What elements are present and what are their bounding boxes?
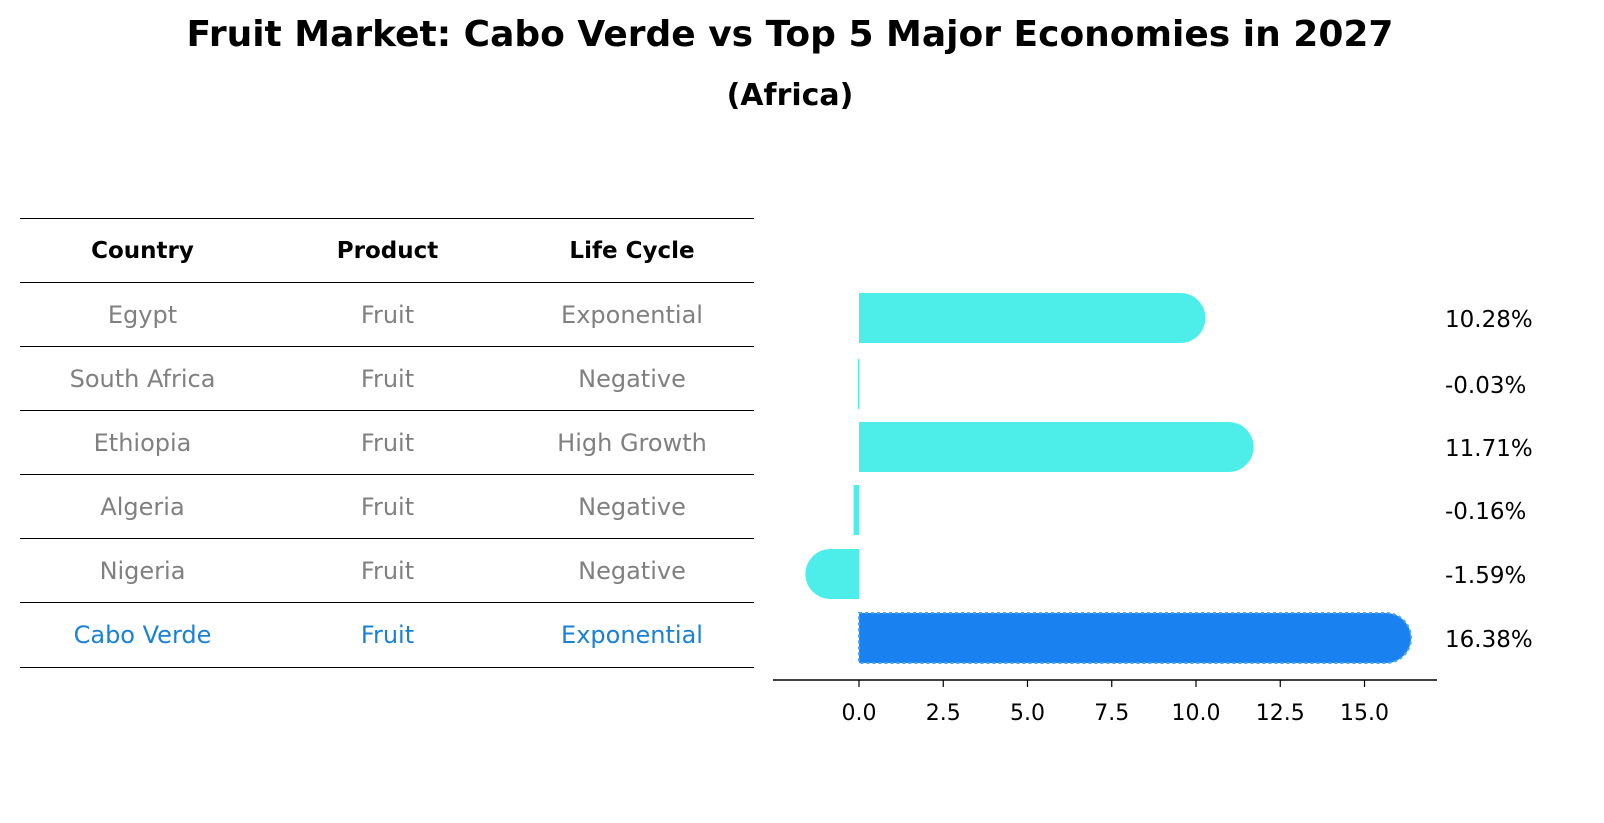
header-country: Country <box>91 237 194 264</box>
comparison-table: Country Product Life Cycle Egypt Fruit E… <box>20 218 754 668</box>
cell-country: Algeria <box>100 492 185 521</box>
cell-product: Fruit <box>360 492 415 521</box>
cell-life-cycle: High Growth <box>557 428 707 457</box>
x-tick-label: 10.0 <box>1172 701 1221 726</box>
x-tick-label: 7.5 <box>1094 701 1129 726</box>
value-label: 16.38% <box>1445 627 1533 653</box>
bar <box>853 485 859 535</box>
cell-country: Egypt <box>107 300 178 329</box>
cell-life-cycle: Negative <box>578 556 686 585</box>
value-label: -0.16% <box>1445 499 1526 525</box>
bar-highlighted <box>858 612 1412 664</box>
table-row: Nigeria Fruit Negative <box>20 538 754 602</box>
bar <box>805 549 859 599</box>
cell-product: Fruit <box>360 364 415 393</box>
chart-subtitle: (Africa) <box>726 78 854 113</box>
bar <box>859 293 1206 343</box>
header-product: Product <box>336 237 439 264</box>
table-row: Egypt Fruit Exponential <box>20 282 754 346</box>
bar <box>859 422 1254 472</box>
table-row: South Africa Fruit Negative <box>20 346 754 410</box>
cell-product: Fruit <box>360 428 415 457</box>
cell-country: Cabo Verde <box>73 621 212 649</box>
x-tick-label: 15.0 <box>1340 701 1389 726</box>
table-row: Algeria Fruit Negative <box>20 474 754 538</box>
cell-life-cycle: Negative <box>578 364 686 393</box>
cell-country: Nigeria <box>99 556 186 585</box>
table-row-highlighted: Cabo Verde Fruit Exponential <box>20 602 754 668</box>
cell-life-cycle: Negative <box>578 492 686 521</box>
header-life-cycle: Life Cycle <box>569 237 695 264</box>
bar <box>857 359 860 409</box>
x-tick-label: 0.0 <box>842 701 877 726</box>
table-header-row: Country Product Life Cycle <box>20 218 754 282</box>
value-label: -1.59% <box>1445 563 1526 589</box>
x-tick-label: 5.0 <box>1010 701 1045 726</box>
value-label: -0.03% <box>1445 373 1526 399</box>
cell-product: Fruit <box>360 556 415 585</box>
cell-country: South Africa <box>69 364 216 393</box>
table-row: Ethiopia Fruit High Growth <box>20 410 754 474</box>
cell-product: Fruit <box>360 621 415 649</box>
chart-title: Fruit Market: Cabo Verde vs Top 5 Major … <box>186 14 1394 55</box>
x-tick-label: 2.5 <box>926 701 961 726</box>
cell-life-cycle: Exponential <box>561 621 703 649</box>
cell-country: Ethiopia <box>93 428 192 457</box>
cell-life-cycle: Exponential <box>561 300 703 329</box>
cell-product: Fruit <box>360 300 415 329</box>
x-tick-label: 12.5 <box>1256 701 1305 726</box>
value-label: 11.71% <box>1445 436 1533 462</box>
value-label: 10.28% <box>1445 307 1533 333</box>
